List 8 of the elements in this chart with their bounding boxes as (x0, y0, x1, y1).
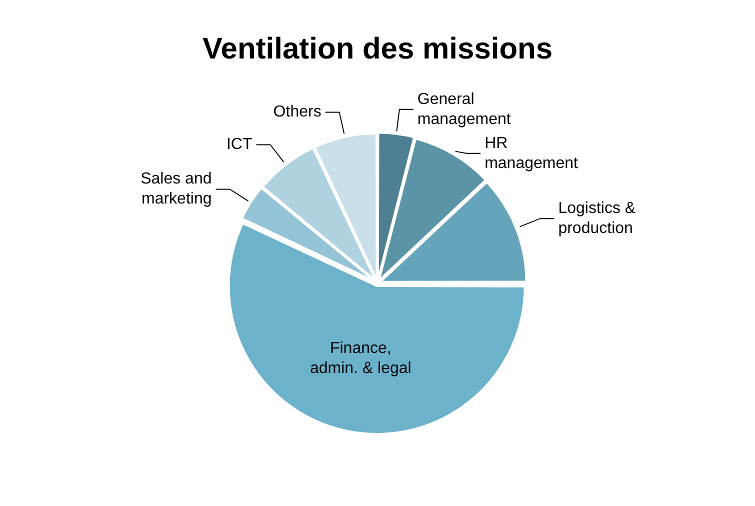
slice-label: General management (417, 90, 512, 128)
chart-title: Ventilation des missions (202, 32, 553, 66)
slice-label: Others (273, 104, 322, 121)
slice-label: ICT (226, 136, 252, 154)
slice-label: Finance, admin. & legal (310, 340, 412, 377)
slice-label: Sales and marketing (140, 170, 212, 208)
slice-label: HR management (484, 134, 579, 172)
slice-label: Logistics & production (558, 200, 636, 237)
